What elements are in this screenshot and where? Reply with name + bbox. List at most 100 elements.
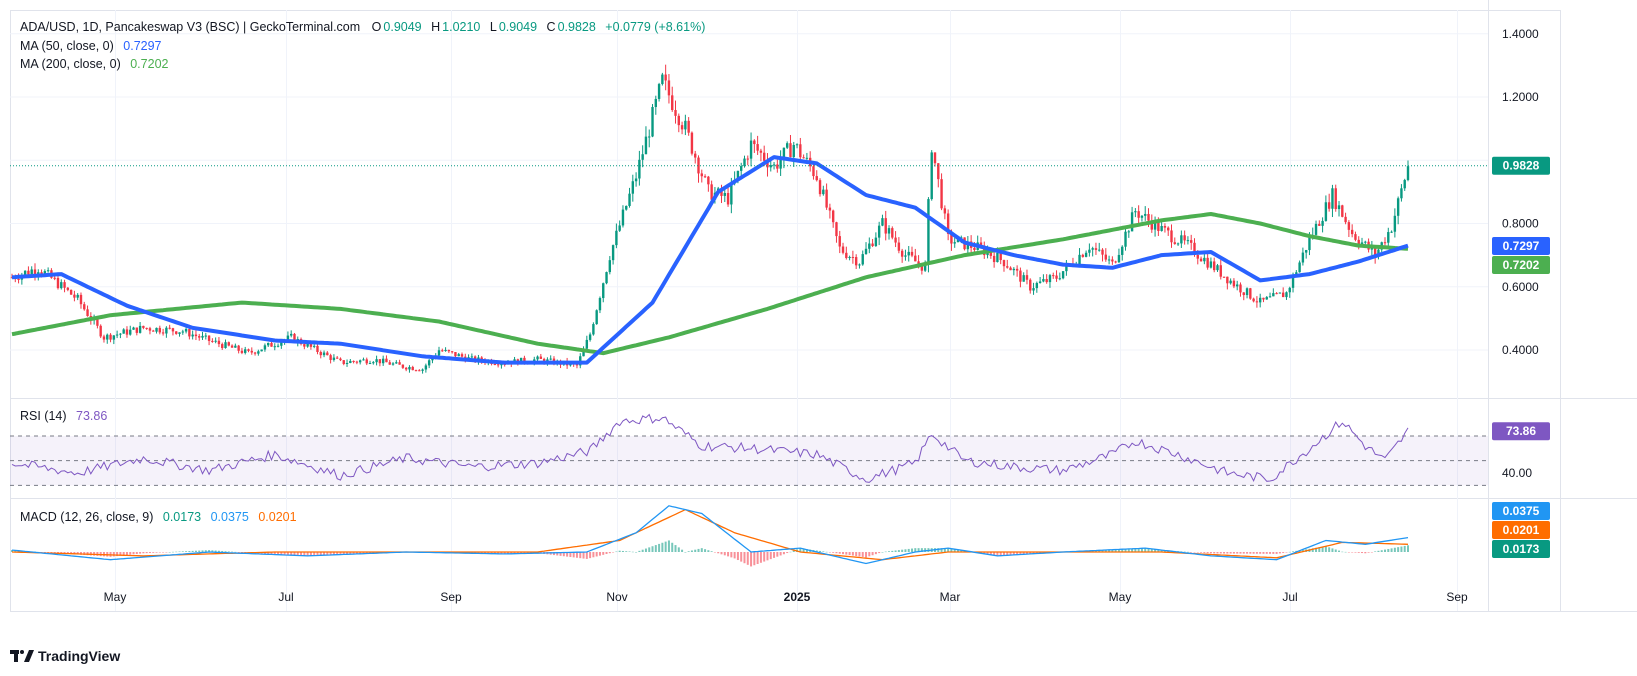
macd-histogram-bar: [579, 552, 582, 559]
candle-body: [621, 209, 625, 226]
macd-histogram-bar: [1282, 552, 1285, 553]
candle-body: [1203, 257, 1206, 262]
candle-body: [178, 332, 181, 334]
candle-body: [1275, 293, 1278, 295]
macd-histogram-bar: [1361, 552, 1364, 554]
macd-histogram-bar: [503, 552, 506, 554]
ma50-value: 0.7297: [123, 39, 162, 53]
candle-body: [319, 352, 322, 356]
macd-histogram-bar: [1259, 552, 1262, 554]
macd-histogram-bar: [871, 552, 874, 556]
macd-histogram-bar: [888, 551, 891, 552]
macd-histogram-bar: [917, 548, 920, 552]
macd-histogram-bar: [552, 552, 555, 556]
candle-body: [795, 144, 799, 146]
macd-histogram-bar: [1357, 552, 1360, 553]
candle-body: [1252, 298, 1255, 302]
candle-body: [73, 294, 76, 298]
ma200-legend: MA (200, close, 0) 0.7202: [20, 57, 170, 71]
candle-body: [812, 166, 815, 177]
ma200-value: 0.7202: [130, 57, 169, 71]
candle-body: [1331, 188, 1334, 209]
macd-histogram-bar: [1219, 552, 1222, 554]
candle-body: [999, 252, 1002, 261]
macd-histogram-bar: [1380, 550, 1383, 552]
candle-body: [644, 136, 648, 155]
candle-body: [1298, 262, 1301, 273]
macd-histogram-bar: [838, 552, 841, 554]
candle-body: [46, 270, 50, 272]
candle-body: [996, 252, 999, 263]
macd-histogram-bar: [704, 549, 707, 552]
candle-body: [799, 144, 802, 158]
macd-histogram-bar: [60, 552, 63, 554]
macd-histogram-bar: [175, 551, 178, 553]
macd-histogram-bar: [211, 550, 214, 552]
candle-body: [631, 181, 635, 194]
candle-body: [585, 339, 589, 349]
candle-body: [496, 364, 500, 366]
candle-body: [697, 157, 700, 174]
time-tick-label: Nov: [606, 590, 627, 604]
candle-body: [1364, 241, 1367, 243]
candle-body: [1170, 230, 1173, 243]
macd-histogram-bar: [293, 552, 296, 556]
candle-body: [372, 362, 375, 364]
tradingview-brand[interactable]: TradingView: [10, 648, 120, 664]
candle-body: [316, 345, 319, 353]
candle-body: [1035, 282, 1039, 289]
candle-body: [1235, 284, 1239, 287]
candle-body: [273, 346, 276, 348]
macd-histogram-bar: [286, 552, 289, 556]
candle-body: [881, 218, 884, 226]
candle-body: [119, 333, 122, 335]
candle-body: [253, 352, 257, 354]
ma200-line: [11, 212, 1409, 356]
candle-body: [125, 329, 129, 335]
candle-body: [595, 310, 598, 325]
macd-histogram-bar: [1338, 550, 1341, 552]
candle-body: [864, 248, 868, 255]
macd-histogram-bar: [1223, 552, 1226, 554]
candle-body: [441, 350, 444, 352]
macd-histogram-bar: [996, 552, 999, 556]
macd-histogram-bar: [605, 552, 608, 555]
candle-body: [247, 349, 250, 351]
candle-body: [161, 332, 165, 334]
candle-body: [1370, 247, 1374, 250]
macd-histogram-bar: [332, 552, 335, 555]
candle-body: [447, 349, 451, 352]
candle-body: [920, 264, 924, 271]
candle-body: [10, 277, 14, 279]
macd-histogram-bar: [631, 551, 634, 553]
brand-label: TradingView: [38, 648, 121, 664]
macd-histogram-bar: [819, 550, 822, 552]
macd-histogram-bar: [135, 552, 138, 554]
candle-body: [611, 245, 615, 261]
candle-body: [684, 120, 687, 130]
time-tick-label: Sep: [1446, 590, 1468, 604]
candle-body: [894, 237, 897, 243]
macd-histogram-bar: [681, 549, 684, 552]
macd-histogram-bar: [713, 552, 716, 553]
candle-body: [753, 140, 756, 145]
candle-body: [342, 360, 345, 364]
candle-body: [756, 144, 759, 151]
candle-body: [1015, 268, 1019, 271]
macd-histogram-bar: [690, 550, 693, 552]
high-label: H: [431, 20, 441, 34]
candle-body: [1153, 220, 1157, 230]
candle-body: [667, 80, 671, 96]
macd-histogram-bar: [960, 550, 963, 552]
macd-histogram-bar: [152, 552, 155, 553]
candle-body: [60, 282, 63, 289]
macd-histogram-bar: [1347, 552, 1350, 553]
macd-histogram-bar: [1324, 546, 1327, 552]
macd-histogram-bar: [1407, 545, 1409, 552]
price-tick-label: 1.4000: [1502, 27, 1539, 41]
macd-histogram-bar: [280, 552, 283, 555]
macd-histogram-bar: [1154, 549, 1157, 552]
candle-body: [1403, 179, 1406, 189]
candle-body: [184, 328, 188, 332]
